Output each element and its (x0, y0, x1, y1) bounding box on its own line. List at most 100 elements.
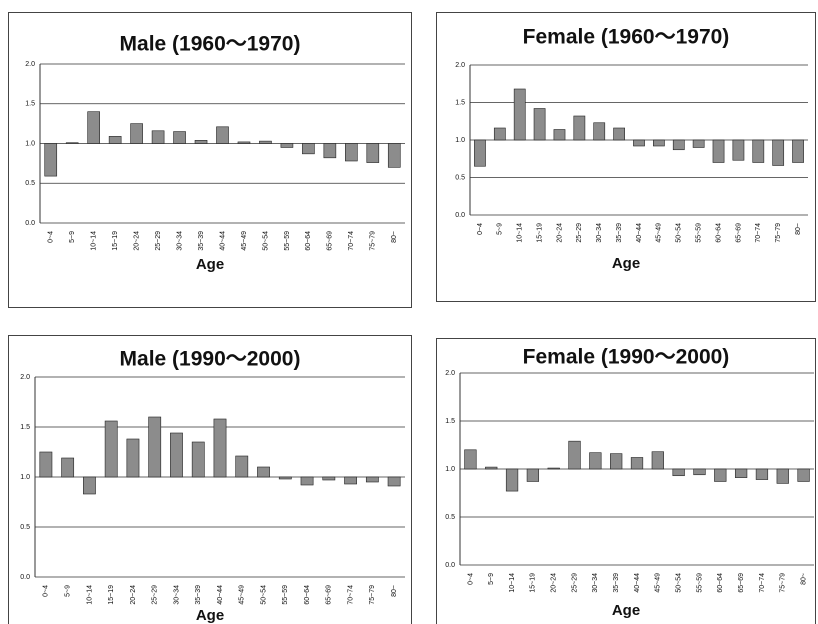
bar (108, 136, 122, 144)
bar (573, 115, 586, 141)
bar (300, 476, 314, 486)
bar (755, 468, 769, 480)
x-tick-label: 55~59 (696, 573, 703, 593)
x-tick-label: 10~14 (517, 223, 524, 243)
x-tick-label: 40~44 (219, 231, 226, 251)
x-tick-label: 35~39 (198, 231, 205, 251)
x-tick-label: 0~4 (477, 223, 484, 235)
x-tick-label: 40~44 (634, 573, 641, 593)
x-tick-label: 15~19 (536, 223, 543, 243)
x-tick-label: 50~54 (676, 223, 683, 243)
x-tick-label: 10~14 (91, 231, 98, 251)
bar (345, 143, 358, 162)
bar (344, 476, 357, 485)
x-tick-label: 0~4 (467, 573, 474, 585)
bar (87, 111, 100, 144)
x-tick-label: 25~29 (152, 585, 159, 605)
bar (714, 468, 727, 482)
bar (712, 139, 725, 163)
x-tick-label: 55~59 (695, 223, 702, 243)
x-axis-title: Age (612, 255, 640, 272)
x-tick-label: 60~64 (715, 223, 722, 243)
bar (148, 416, 162, 478)
x-tick-label: 20~24 (551, 573, 558, 593)
bar (526, 468, 540, 482)
x-tick-label: 25~29 (571, 573, 578, 593)
bar (797, 468, 810, 482)
x-axis-title: Age (612, 602, 640, 619)
panel-frame (8, 12, 412, 308)
x-tick-label: 60~64 (305, 231, 312, 251)
bar (589, 452, 602, 470)
bar (633, 139, 645, 147)
y-tick-label: 0.0 (20, 574, 30, 581)
bar (568, 440, 581, 470)
bar (653, 139, 665, 147)
x-tick-label: 70~74 (759, 573, 766, 593)
x-tick-label: 10~14 (86, 585, 93, 605)
x-axis-title: Age (196, 256, 224, 273)
x-tick-label: 45~49 (656, 223, 663, 243)
x-tick-label: 50~54 (675, 573, 682, 593)
bar (547, 467, 560, 470)
bar (493, 127, 506, 141)
x-tick-label: 80~ (391, 585, 398, 597)
x-tick-label: 40~44 (217, 585, 224, 605)
y-tick-label: 0.5 (25, 180, 35, 187)
x-tick-label: 65~69 (738, 573, 745, 593)
x-tick-label: 15~19 (108, 585, 115, 605)
bar (322, 476, 336, 481)
bar (278, 476, 292, 480)
x-tick-label: 10~14 (509, 573, 516, 593)
bar (173, 131, 186, 144)
y-tick-label: 0.0 (445, 562, 455, 569)
bar (732, 139, 745, 161)
x-tick-label: 40~44 (636, 223, 643, 243)
bar (610, 453, 623, 470)
x-tick-label: 80~ (795, 223, 802, 235)
y-tick-label: 2.0 (25, 61, 35, 68)
x-tick-label: 50~54 (262, 231, 269, 251)
bar (533, 108, 546, 141)
x-tick-label: 80~ (391, 231, 398, 243)
x-tick-label: 45~49 (241, 231, 248, 251)
x-tick-label: 80~ (800, 573, 807, 585)
x-tick-label: 60~64 (717, 573, 724, 593)
bar (365, 476, 379, 483)
bar (613, 127, 625, 141)
bar (464, 449, 477, 470)
bar (39, 451, 53, 478)
bar (776, 468, 789, 484)
x-tick-label: 75~79 (369, 585, 376, 605)
chart-title: Female (1990～2000) (523, 346, 730, 369)
x-tick-label: 30~34 (173, 585, 180, 605)
x-tick-label: 70~74 (755, 223, 762, 243)
bar (513, 88, 526, 141)
bar (323, 143, 337, 159)
x-tick-label: 35~39 (616, 223, 623, 243)
y-tick-label: 0.0 (25, 220, 35, 227)
bar (366, 143, 380, 163)
x-tick-label: 5~9 (69, 231, 76, 243)
bar (104, 420, 118, 478)
y-tick-label: 1.5 (25, 101, 35, 108)
bar (692, 139, 705, 148)
x-tick-label: 20~24 (130, 585, 137, 605)
x-tick-label: 30~34 (176, 231, 183, 251)
y-tick-label: 1.0 (25, 140, 35, 147)
y-tick-label: 1.5 (455, 99, 465, 106)
bar (553, 129, 566, 141)
bar (734, 468, 748, 478)
bar (672, 139, 685, 151)
y-tick-label: 0.0 (455, 212, 465, 219)
x-tick-label: 55~59 (284, 231, 291, 251)
bar (191, 441, 205, 478)
bar (302, 143, 315, 155)
bar (672, 468, 685, 477)
x-tick-label: 30~34 (592, 573, 599, 593)
y-tick-label: 0.5 (455, 174, 465, 181)
panel-frame (436, 12, 816, 302)
bar (259, 140, 272, 144)
chart-title: Male (1960～1970) (120, 33, 301, 56)
